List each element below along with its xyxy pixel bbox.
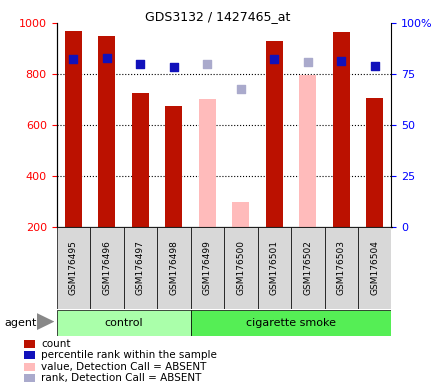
Text: GSM176495: GSM176495: [69, 240, 78, 295]
Point: [371, 63, 378, 70]
Bar: [224, 227, 257, 309]
Text: GSM176498: GSM176498: [169, 240, 178, 295]
Point: [203, 61, 210, 67]
Bar: [90, 227, 123, 309]
Text: rank, Detection Call = ABSENT: rank, Detection Call = ABSENT: [41, 373, 201, 383]
Bar: [265, 41, 282, 227]
Text: GSM176499: GSM176499: [202, 240, 211, 295]
Bar: [357, 227, 391, 309]
Polygon shape: [37, 313, 54, 330]
Point: [237, 86, 244, 92]
Bar: [290, 227, 324, 309]
Bar: [324, 227, 357, 309]
Bar: [257, 227, 290, 309]
Text: cigarette smoke: cigarette smoke: [246, 318, 335, 328]
Point: [270, 56, 277, 62]
Bar: [24, 351, 35, 359]
Bar: [332, 33, 349, 227]
Bar: [365, 98, 382, 227]
Point: [70, 56, 77, 62]
Point: [137, 61, 144, 67]
Point: [103, 55, 110, 61]
Text: GSM176501: GSM176501: [269, 240, 278, 295]
Bar: [98, 36, 115, 227]
Bar: [299, 75, 316, 227]
Bar: [157, 227, 190, 309]
Text: GSM176503: GSM176503: [336, 240, 345, 295]
Bar: [24, 339, 35, 348]
Bar: [123, 227, 157, 309]
Text: GSM176497: GSM176497: [135, 240, 145, 295]
Bar: [165, 106, 182, 227]
Text: value, Detection Call = ABSENT: value, Detection Call = ABSENT: [41, 362, 206, 372]
Bar: [198, 99, 215, 227]
Bar: [24, 362, 35, 371]
Text: control: control: [104, 318, 142, 328]
Text: GSM176502: GSM176502: [302, 240, 312, 295]
Text: GSM176496: GSM176496: [102, 240, 111, 295]
Bar: [24, 374, 35, 382]
Point: [170, 64, 177, 70]
Bar: [56, 227, 90, 309]
Text: agent: agent: [4, 318, 36, 328]
Text: percentile rank within the sample: percentile rank within the sample: [41, 350, 216, 360]
Point: [304, 59, 311, 65]
Text: GSM176500: GSM176500: [236, 240, 245, 295]
Bar: [56, 310, 190, 336]
Bar: [190, 310, 391, 336]
Point: [337, 58, 344, 64]
Bar: [232, 202, 249, 227]
Text: GDS3132 / 1427465_at: GDS3132 / 1427465_at: [145, 10, 289, 23]
Bar: [190, 227, 224, 309]
Text: count: count: [41, 339, 70, 349]
Bar: [132, 93, 148, 227]
Bar: [65, 31, 82, 227]
Text: GSM176504: GSM176504: [369, 240, 378, 295]
